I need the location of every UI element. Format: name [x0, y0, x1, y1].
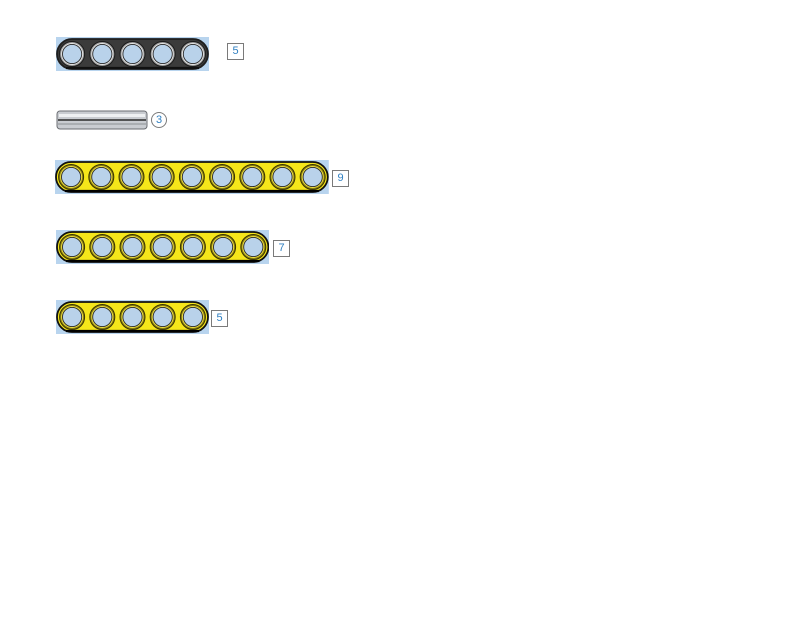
- beam-hole: [92, 306, 113, 328]
- technic-beam-icon: [56, 230, 270, 264]
- beam-hole: [152, 236, 173, 258]
- part-count-callout: 5: [227, 43, 244, 60]
- part-beam-yellow-9: [55, 160, 329, 194]
- part-count-callout: 5: [211, 310, 228, 327]
- beam-hole: [121, 166, 142, 188]
- technic-beam-icon: [56, 37, 209, 71]
- beam-hole: [182, 236, 203, 258]
- part-beam-yellow-7: [56, 230, 270, 264]
- technic-beam-icon: [55, 160, 329, 194]
- beam-hole: [61, 166, 82, 188]
- beam-hole: [212, 166, 233, 188]
- beam-hole: [213, 236, 234, 258]
- part-axle-3: [56, 109, 148, 131]
- beam-hole: [242, 166, 263, 188]
- beam-hole: [122, 306, 143, 328]
- part-count-callout: 9: [332, 170, 349, 187]
- beam-hole: [152, 43, 173, 65]
- beam-hole: [152, 306, 173, 328]
- beam-hole: [272, 166, 293, 188]
- beam-hole: [122, 43, 143, 65]
- part-beam-dark-5: [56, 37, 209, 71]
- beam-hole: [182, 43, 203, 65]
- beam-hole: [62, 43, 83, 65]
- beam-hole: [91, 166, 112, 188]
- beam-hole: [181, 166, 202, 188]
- beam-hole: [92, 43, 113, 65]
- beam-hole: [122, 236, 143, 258]
- part-beam-yellow-5: [56, 300, 209, 334]
- beam-hole: [243, 236, 264, 258]
- beam-hole: [92, 236, 113, 258]
- part-count-callout: 7: [273, 240, 290, 257]
- technic-beam-icon: [56, 300, 209, 334]
- beam-hole: [182, 306, 203, 328]
- technic-axle-icon: [56, 109, 148, 131]
- beam-hole: [62, 236, 83, 258]
- beam-hole: [302, 166, 323, 188]
- beam-hole: [151, 166, 172, 188]
- part-count-callout: 3: [151, 112, 167, 128]
- beam-hole: [62, 306, 83, 328]
- axle-shine: [59, 114, 145, 117]
